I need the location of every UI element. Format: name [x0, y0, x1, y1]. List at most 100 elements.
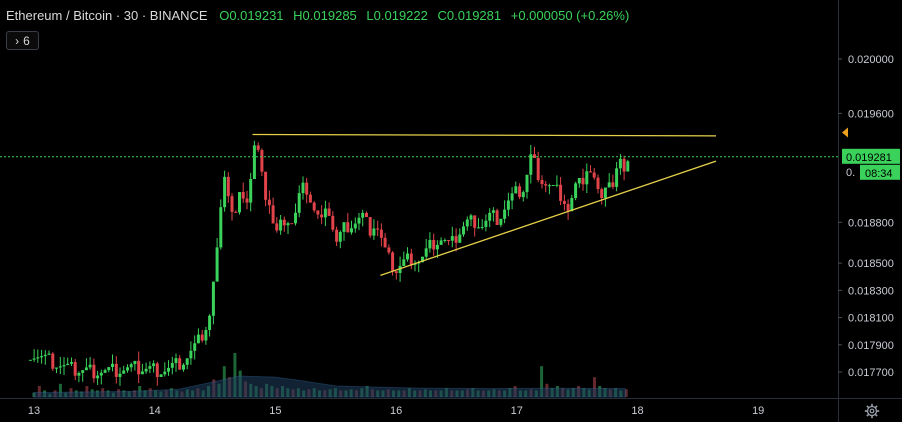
candle-body: [323, 208, 327, 218]
candle-body: [84, 367, 88, 371]
candle-body: [249, 179, 253, 203]
candle-body: [510, 193, 514, 201]
candle-body: [368, 217, 372, 236]
gear-icon[interactable]: [864, 403, 880, 419]
candle-body: [88, 364, 92, 368]
candle-body: [566, 204, 570, 212]
candle-body: [525, 174, 529, 193]
candle-body: [70, 362, 73, 364]
candle-body: [320, 214, 324, 218]
time-tick-label: 14: [149, 405, 161, 417]
candle-body: [286, 223, 290, 226]
candle-body: [312, 202, 316, 211]
candle-body: [103, 370, 107, 373]
candle-body: [256, 145, 260, 150]
candle-body: [308, 194, 312, 203]
candle-body: [484, 220, 488, 227]
candle-body: [219, 207, 223, 248]
trendline-resistance: [252, 133, 717, 137]
candle-body: [379, 229, 383, 238]
candle-body: [305, 182, 309, 195]
candle-body: [439, 240, 443, 245]
candle-body: [615, 168, 619, 187]
candle-body: [66, 363, 70, 365]
candle-body: [200, 334, 204, 341]
price-tick-label: 0.020000: [848, 54, 894, 66]
candle-body: [47, 353, 51, 355]
price-tick-label: 0.: [846, 167, 855, 179]
candle-body: [122, 370, 126, 374]
candle-body: [260, 150, 264, 172]
candle-body: [357, 217, 361, 224]
candle-body: [140, 371, 144, 375]
candle-body: [51, 353, 55, 369]
axis-gap: [842, 164, 858, 180]
candle-body: [99, 372, 103, 376]
candle-body: [126, 367, 129, 371]
candle-body: [458, 234, 462, 243]
countdown-tag: [860, 164, 900, 180]
time-tick-label: 13: [28, 405, 40, 417]
open-value: O0.019231: [219, 8, 284, 23]
candle-body: [559, 184, 563, 201]
candle-body: [551, 185, 555, 186]
price-tick-label: 0.018500: [848, 258, 894, 270]
candle-body: [290, 223, 294, 225]
candle-body: [435, 244, 439, 250]
candle-body: [331, 215, 335, 230]
candle-body: [454, 236, 458, 243]
candle-body: [275, 223, 279, 231]
candle-body: [514, 186, 518, 194]
candle-body: [40, 356, 44, 358]
time-tick-label: 18: [631, 405, 643, 417]
current-price-tag: [842, 148, 900, 164]
low-value: L0.019222: [366, 8, 428, 23]
candle-body: [62, 365, 66, 367]
candle-body: [167, 367, 170, 372]
candle-body: [398, 265, 402, 273]
candle-body: [264, 171, 268, 200]
candle-body: [596, 177, 600, 189]
candle-body: [622, 158, 626, 172]
candle-body: [96, 375, 100, 379]
candle-body: [529, 154, 533, 175]
close-value: C0.019281: [437, 8, 502, 23]
candle-body: [159, 374, 163, 377]
candle-body: [182, 364, 185, 370]
indicators-toggle-button[interactable]: › 6: [6, 31, 39, 50]
time-tick-label: 16: [390, 405, 402, 417]
candle-body: [238, 192, 241, 213]
candle-body: [297, 193, 301, 213]
candle-body: [55, 367, 58, 369]
candle-body: [387, 247, 391, 253]
candle-body: [234, 211, 238, 213]
candle-body: [570, 198, 574, 212]
candle-body: [92, 364, 96, 379]
countdown-label: 08:34: [865, 168, 893, 180]
price-tick-label: 0.017900: [848, 340, 894, 352]
candle-body: [365, 212, 368, 217]
candle-body: [178, 358, 182, 370]
candle-body: [383, 237, 387, 248]
candle-body: [196, 334, 200, 344]
candle-body: [506, 200, 510, 210]
candle-body: [432, 240, 436, 250]
volume-bar: [540, 366, 544, 397]
candle-body: [555, 184, 559, 186]
current-price-label: 0.019281: [846, 152, 892, 164]
candle-body: [327, 208, 331, 216]
candle-body: [148, 366, 152, 369]
trendline-support: [380, 160, 717, 277]
candle-body: [185, 358, 189, 365]
candle-body: [581, 178, 585, 185]
candle-body: [107, 367, 111, 371]
candle-body: [547, 185, 551, 187]
alert-marker-icon: [842, 127, 848, 138]
high-value: H0.019285: [293, 8, 357, 23]
candle-body: [465, 219, 469, 227]
candle-body: [592, 172, 596, 178]
candle-body: [279, 219, 283, 231]
volume-bar: [233, 353, 237, 397]
